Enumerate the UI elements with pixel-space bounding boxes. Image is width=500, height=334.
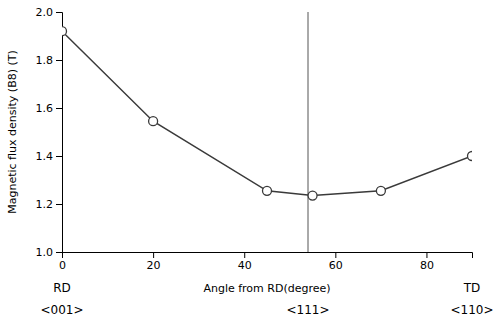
y-tick-label: 1.2: [36, 198, 54, 211]
x-tick-mark: [153, 252, 154, 258]
y-tick-mark: [56, 12, 62, 13]
point: [376, 186, 385, 195]
y-tick-mark: [56, 60, 62, 61]
x-tick: 0: [59, 252, 66, 272]
y-tick-mark: [56, 252, 62, 253]
y-tick-mark: [56, 156, 62, 157]
point: [263, 186, 272, 195]
x-tick-mark: [335, 252, 336, 258]
y-tick-mark: [56, 108, 62, 109]
y-tick-label: 1.0: [36, 246, 54, 259]
vertical-line: [308, 12, 309, 252]
x-axis-title: Angle from RD(degree): [203, 282, 330, 295]
marks: [62, 12, 472, 252]
point: [62, 27, 67, 36]
x-axis: 0 20 40 60 80: [59, 252, 473, 272]
x-tick: 60: [329, 252, 343, 272]
y-tick: 1.2: [36, 198, 63, 211]
x-tick-label: 40: [238, 259, 252, 272]
point: [149, 117, 158, 126]
y-tick-label: 2.0: [36, 6, 54, 19]
x-tick-label: 20: [147, 259, 161, 272]
x-tick-label: 80: [420, 259, 434, 272]
y-tick: 1.0: [36, 246, 63, 259]
x-tick: 40: [238, 252, 252, 272]
x-axis-line: [63, 253, 473, 259]
line: [62, 31, 472, 195]
y-tick-label: 1.6: [36, 102, 54, 115]
annotation: RD: [53, 281, 71, 295]
x-tick-mark: [244, 252, 245, 258]
y-axis-title: Magnetic flux density (B8) (T): [6, 50, 19, 214]
y-tick: 2.0: [36, 6, 63, 19]
x-tick-label: 0: [59, 259, 66, 272]
point: [468, 152, 473, 161]
plot: 0 20 40 60 80 1.0 1.2 1.4 1.6 1.8 2.0 Angle from RD…: [6, 6, 494, 317]
y-tick-label: 1.4: [36, 150, 54, 163]
y-tick-mark: [56, 204, 62, 205]
x-tick-mark: [426, 252, 427, 258]
annotation: TD: [463, 281, 481, 295]
y-tick: 1.6: [36, 102, 63, 115]
y-tick: 1.8: [36, 54, 63, 67]
annotation: <001>: [40, 303, 83, 317]
y-axis: 1.0 1.2 1.4 1.6 1.8 2.0: [36, 6, 63, 259]
x-tick-label: 60: [329, 259, 343, 272]
y-axis-line: [56, 13, 63, 253]
x-tick: 80: [420, 252, 434, 272]
annotation: <111>: [286, 303, 329, 317]
y-tick: 1.4: [36, 150, 63, 163]
x-tick: 20: [147, 252, 161, 272]
point: [308, 191, 317, 200]
y-tick-label: 1.8: [36, 54, 54, 67]
chart: 0 20 40 60 80 1.0 1.2 1.4 1.6 1.8 2.0 Angle from RD…: [0, 0, 500, 334]
annotation: <110>: [450, 303, 493, 317]
